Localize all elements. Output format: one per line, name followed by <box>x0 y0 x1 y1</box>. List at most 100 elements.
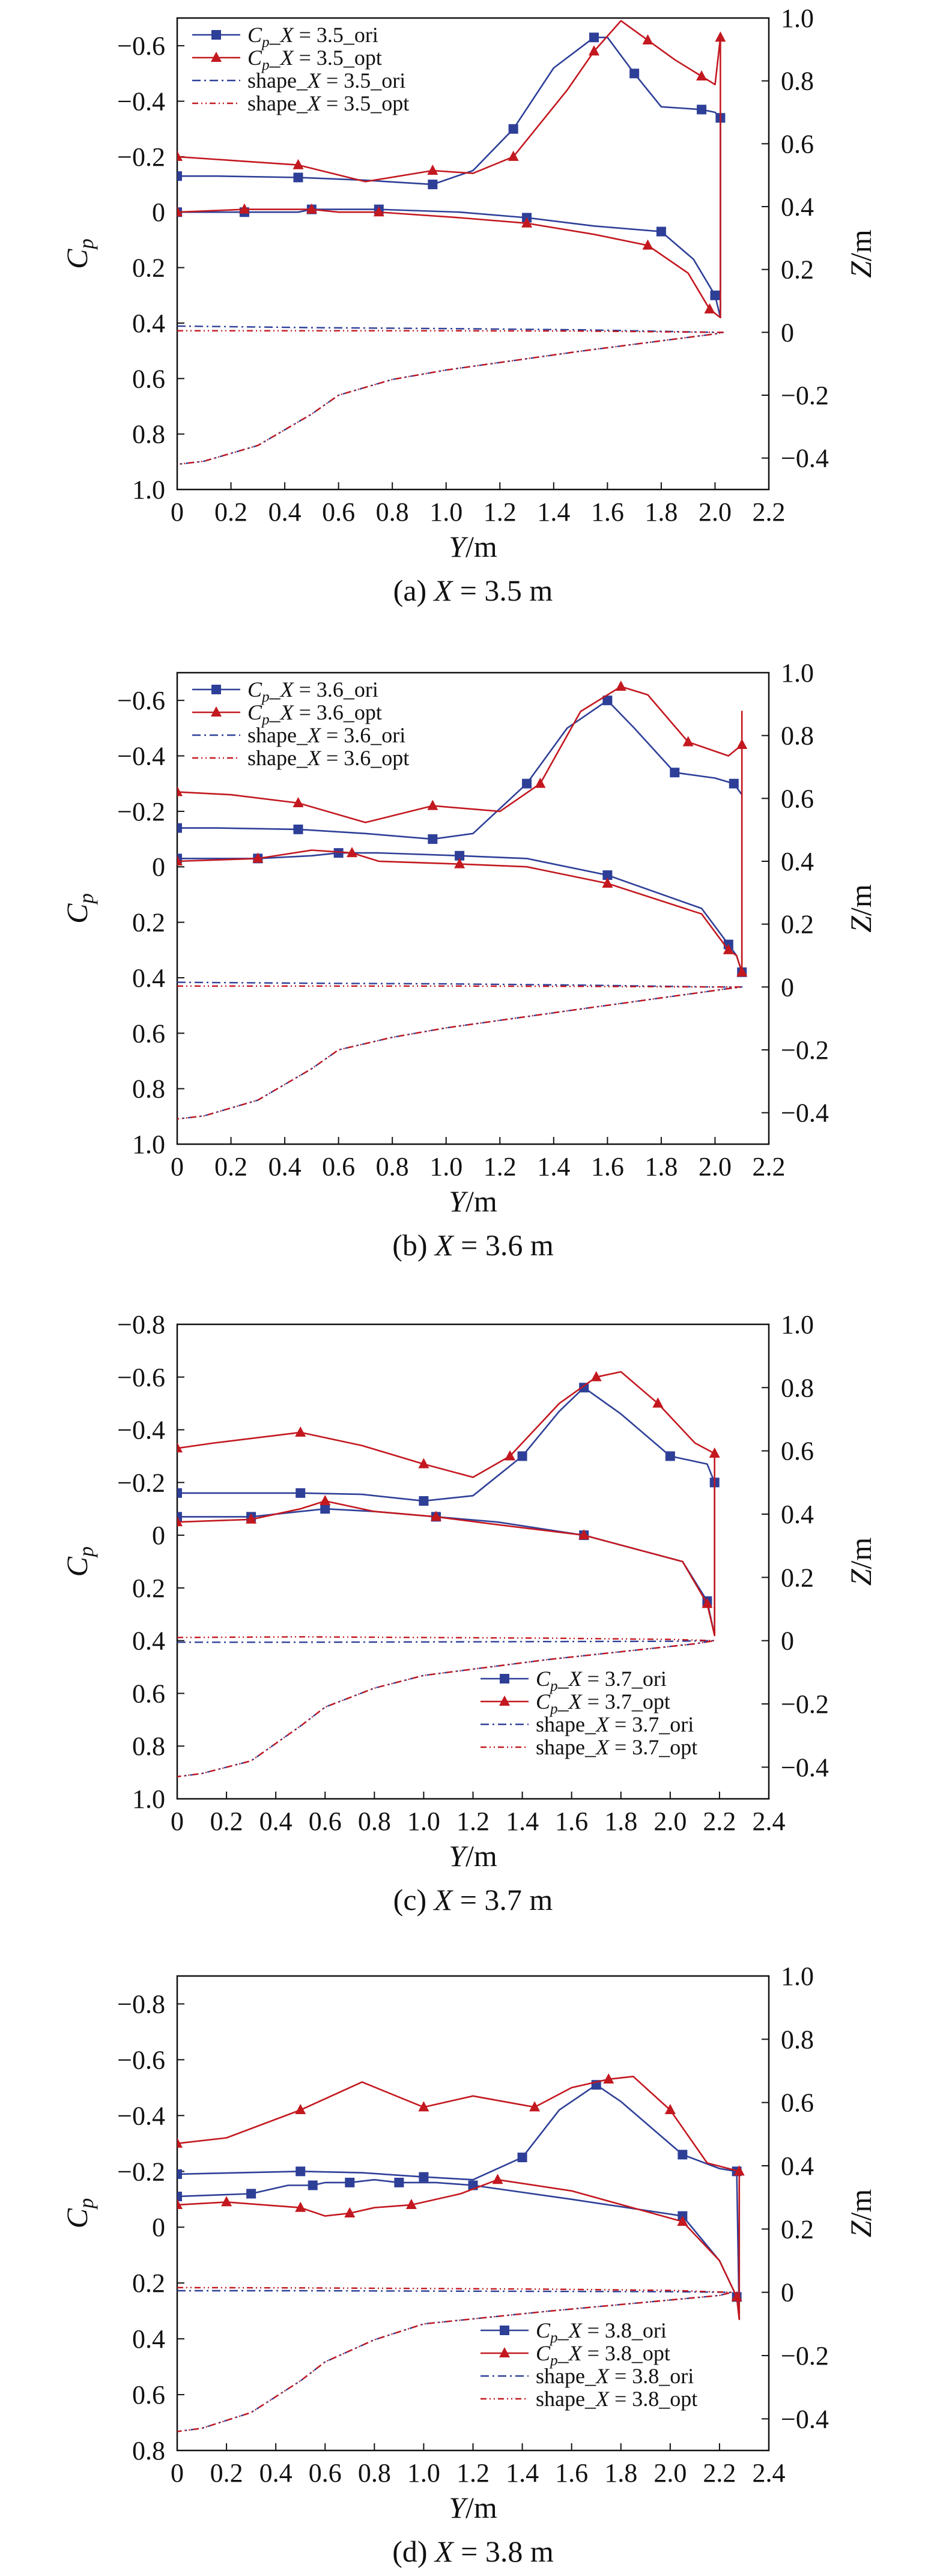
data-point <box>590 1371 602 1381</box>
y-tick-label: 0.6 <box>132 364 165 393</box>
x-tick-label: 0.6 <box>322 1152 355 1181</box>
x-tick-label: 0.6 <box>309 1807 342 1836</box>
data-point <box>246 2189 256 2199</box>
y2-axis-label: Z/m <box>844 1538 878 1586</box>
series-line <box>177 330 724 465</box>
data-point <box>736 966 748 977</box>
data-point <box>238 203 250 214</box>
data-point <box>333 848 344 858</box>
y-tick-label: −0.6 <box>117 31 165 61</box>
y2-tick-label: 0 <box>781 2278 794 2308</box>
data-point <box>505 1450 516 1461</box>
x-tick-label: 1.2 <box>456 2458 490 2488</box>
legend-label: shape_X = 3.6_opt <box>247 746 409 770</box>
panel-caption: (c) X = 3.7 m <box>393 1883 553 1917</box>
series-line <box>177 1387 715 1637</box>
series-line <box>177 2287 733 2432</box>
x-tick-label: 2.0 <box>699 1152 732 1181</box>
x-tick-label: 2.2 <box>703 2458 736 2488</box>
y-tick-label: 1.0 <box>132 475 165 505</box>
data-point <box>177 1512 182 1522</box>
y-tick-label: −0.6 <box>117 686 165 715</box>
y-tick-label: 0.2 <box>132 908 165 938</box>
y2-tick-label: 0.2 <box>781 255 814 285</box>
series-line <box>177 1636 715 1778</box>
data-point <box>177 2137 183 2148</box>
data-point <box>664 2104 676 2115</box>
x-tick-label: 0.6 <box>309 2458 342 2488</box>
data-point <box>642 34 653 44</box>
data-point <box>177 206 183 217</box>
data-point <box>589 32 599 43</box>
series-line <box>177 2076 741 2320</box>
x-tick-label: 1.6 <box>591 1152 624 1181</box>
data-point <box>296 2166 306 2177</box>
legend-label: shape_X = 3.7_ori <box>536 1712 694 1736</box>
data-point <box>615 680 626 691</box>
data-point <box>702 1598 713 1608</box>
x-tick-label: 0.8 <box>376 1152 409 1181</box>
data-point <box>715 31 726 42</box>
y2-tick-label: 0.4 <box>781 1500 814 1529</box>
data-point <box>373 206 384 217</box>
y-tick-label: −0.2 <box>117 2157 165 2186</box>
data-point <box>295 2201 306 2212</box>
x-tick-label: 0 <box>171 1152 184 1181</box>
y-tick-label: 0.2 <box>132 2268 165 2298</box>
data-point <box>293 159 304 169</box>
y-tick-label: −0.2 <box>117 1468 165 1497</box>
data-point <box>729 778 739 789</box>
data-point <box>678 2150 688 2160</box>
x-tick-label: 1.2 <box>484 497 517 527</box>
y2-tick-label: −0.2 <box>781 1690 829 1719</box>
data-point <box>602 877 613 888</box>
x-tick-label: 1.4 <box>537 497 570 527</box>
x-tick-label: 2.0 <box>653 1807 687 1836</box>
y-axis-label: Cp <box>60 238 98 269</box>
x-tick-label: 1.8 <box>644 497 678 527</box>
data-point <box>602 696 613 706</box>
x-axis-label: Y/m <box>449 2491 497 2524</box>
data-point <box>652 1397 664 1408</box>
data-point <box>736 739 748 750</box>
data-point <box>177 853 182 864</box>
x-tick-label: 1.6 <box>555 2458 588 2488</box>
plot-frame <box>176 17 770 491</box>
data-point <box>252 852 264 863</box>
data-point <box>177 855 183 865</box>
y-tick-label: −0.4 <box>117 87 165 117</box>
x-tick-label: 2.0 <box>699 497 732 527</box>
x-axis-label: Y/m <box>449 1184 497 1218</box>
series-line <box>177 685 743 973</box>
data-point <box>345 2177 355 2187</box>
data-point <box>427 799 438 810</box>
x-tick-label: 1.6 <box>555 1807 588 1836</box>
data-point <box>177 786 183 796</box>
data-point <box>177 1488 182 1498</box>
x-axis-label: Y/m <box>449 530 497 563</box>
y2-tick-label: −0.2 <box>781 1035 829 1065</box>
series-line <box>177 1640 715 1778</box>
data-point <box>602 870 613 880</box>
series-line <box>177 20 721 318</box>
x-tick-label: 0.2 <box>210 2458 243 2488</box>
y-tick-label: 0.8 <box>132 2436 165 2465</box>
data-point <box>177 2192 182 2202</box>
y-tick-label: 0.8 <box>132 1074 165 1104</box>
legend-label: Cp_X = 3.5_ori <box>247 23 378 50</box>
y2-tick-label: 0.4 <box>781 847 814 876</box>
chart-panel: 0 0.2 0.4 0.6 0.8 1.0 1.2 1.4 1.6 1.8 2.0 2.2 2.4 −0.… <box>60 1310 878 1917</box>
x-tick-label: 1.4 <box>506 1807 539 1836</box>
data-point <box>419 2172 429 2182</box>
data-point <box>454 858 465 868</box>
data-point <box>704 303 715 314</box>
x-tick-label: 0 <box>171 2458 184 2488</box>
y-tick-label: 0.4 <box>132 1626 165 1656</box>
y2-tick-label: 1.0 <box>781 658 814 688</box>
y-tick-label: −0.2 <box>117 142 165 172</box>
data-point <box>588 45 599 56</box>
x-tick-label: 0.8 <box>358 2458 391 2488</box>
